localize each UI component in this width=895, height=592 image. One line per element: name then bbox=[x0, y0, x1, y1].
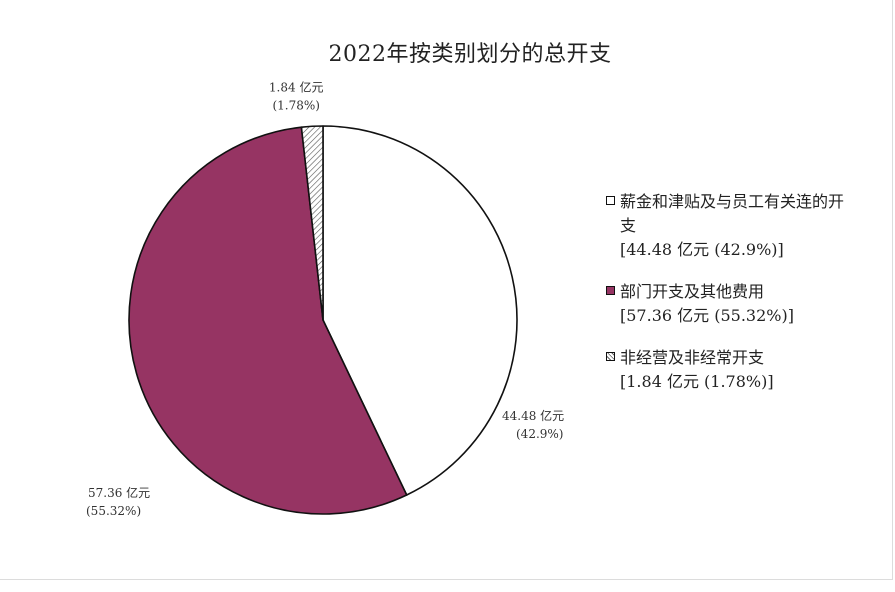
legend-item-non-recurrent: 非经营及非经常开支 [1.84 亿元 (1.78%)] bbox=[606, 346, 856, 394]
legend-value-departmental: [57.36 亿元 (55.32%)] bbox=[620, 306, 794, 325]
legend-value-salaries: [44.48 亿元 (42.9%)] bbox=[620, 240, 784, 259]
data-label-salaries-percent: (42.9%) bbox=[516, 427, 563, 441]
legend-label-salaries: 薪金和津贴及与员工有关连的开支 bbox=[620, 192, 845, 235]
pie-slice-salaries bbox=[322, 125, 518, 496]
data-label-non-recurrent-percent: (1.78%) bbox=[272, 98, 319, 112]
data-label-salaries-value: 44.48 亿元 bbox=[502, 408, 564, 423]
legend-swatch-departmental bbox=[606, 286, 615, 295]
data-label-departmental-value: 57.36 亿元 bbox=[88, 485, 150, 500]
legend-swatch-non-recurrent bbox=[606, 352, 615, 361]
chart-frame bbox=[0, 0, 893, 580]
legend-swatch-salaries bbox=[606, 196, 615, 205]
legend-label-non-recurrent: 非经营及非经常开支 bbox=[620, 348, 765, 367]
pie-slice-non-recurrent bbox=[300, 125, 324, 321]
legend-value-non-recurrent: [1.84 亿元 (1.78%)] bbox=[620, 372, 774, 391]
legend-label-departmental: 部门开支及其他费用 bbox=[620, 282, 765, 301]
data-label-non-recurrent-value: 1.84 亿元 bbox=[269, 79, 324, 94]
chart-legend: 薪金和津贴及与员工有关连的开支 [44.48 亿元 (42.9%)] 部门开支及… bbox=[606, 190, 856, 412]
legend-item-departmental: 部门开支及其他费用 [57.36 亿元 (55.32%)] bbox=[606, 280, 856, 328]
pie-slice-departmental bbox=[128, 126, 408, 515]
data-label-departmental-percent: (55.32%) bbox=[86, 504, 141, 518]
legend-item-salaries: 薪金和津贴及与员工有关连的开支 [44.48 亿元 (42.9%)] bbox=[606, 190, 856, 262]
chart-title: 2022年按类别划分的总开支 bbox=[328, 42, 612, 67]
